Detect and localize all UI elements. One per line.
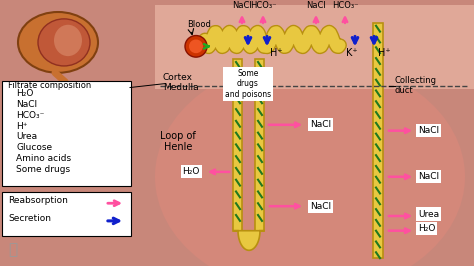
Circle shape xyxy=(189,39,203,53)
Text: H⁺: H⁺ xyxy=(16,122,27,131)
Text: NaCl: NaCl xyxy=(310,202,331,211)
Text: 🔈: 🔈 xyxy=(8,242,17,257)
Text: H⁺: H⁺ xyxy=(270,48,283,58)
Text: Blood: Blood xyxy=(187,20,211,29)
Text: HCO₃⁻: HCO₃⁻ xyxy=(250,1,276,10)
FancyBboxPatch shape xyxy=(373,23,383,258)
Text: Medulla: Medulla xyxy=(163,84,199,93)
Text: K⁺: K⁺ xyxy=(346,48,358,58)
Text: Urea: Urea xyxy=(418,210,439,219)
Ellipse shape xyxy=(18,12,98,73)
Ellipse shape xyxy=(38,19,90,66)
Text: NaCl: NaCl xyxy=(418,172,439,181)
Text: Reabsorption: Reabsorption xyxy=(8,196,68,205)
Text: HCO₃⁻: HCO₃⁻ xyxy=(16,111,45,120)
FancyBboxPatch shape xyxy=(234,59,243,231)
Text: Collecting
duct: Collecting duct xyxy=(395,76,437,95)
FancyBboxPatch shape xyxy=(2,81,131,186)
Text: HCO₃⁻: HCO₃⁻ xyxy=(332,1,358,10)
Text: H⁺: H⁺ xyxy=(378,48,391,58)
Ellipse shape xyxy=(54,25,82,56)
Text: Secretion: Secretion xyxy=(8,214,51,223)
Text: NaCl: NaCl xyxy=(232,1,252,10)
Text: H₂O: H₂O xyxy=(16,89,33,98)
Text: Some drugs: Some drugs xyxy=(16,165,70,174)
Text: Some
drugs
and poisons: Some drugs and poisons xyxy=(225,69,271,99)
FancyBboxPatch shape xyxy=(255,59,264,231)
Ellipse shape xyxy=(155,59,465,266)
Text: NaCl: NaCl xyxy=(310,120,331,129)
Text: NaCl: NaCl xyxy=(16,100,37,109)
FancyBboxPatch shape xyxy=(155,5,474,89)
Polygon shape xyxy=(234,231,264,250)
Text: NaCl: NaCl xyxy=(418,126,439,135)
Text: H₂O: H₂O xyxy=(418,224,436,233)
Text: NaCl: NaCl xyxy=(306,1,326,10)
Text: Glucose: Glucose xyxy=(16,143,52,152)
Text: Filtrate composition: Filtrate composition xyxy=(8,81,91,90)
FancyBboxPatch shape xyxy=(2,193,131,236)
Text: H₂O: H₂O xyxy=(182,167,200,176)
Circle shape xyxy=(185,36,207,57)
Text: Urea: Urea xyxy=(16,132,37,142)
Text: Cortex: Cortex xyxy=(163,73,193,82)
Text: Loop of
Henle: Loop of Henle xyxy=(160,131,196,152)
Text: Amino acids: Amino acids xyxy=(16,154,71,163)
